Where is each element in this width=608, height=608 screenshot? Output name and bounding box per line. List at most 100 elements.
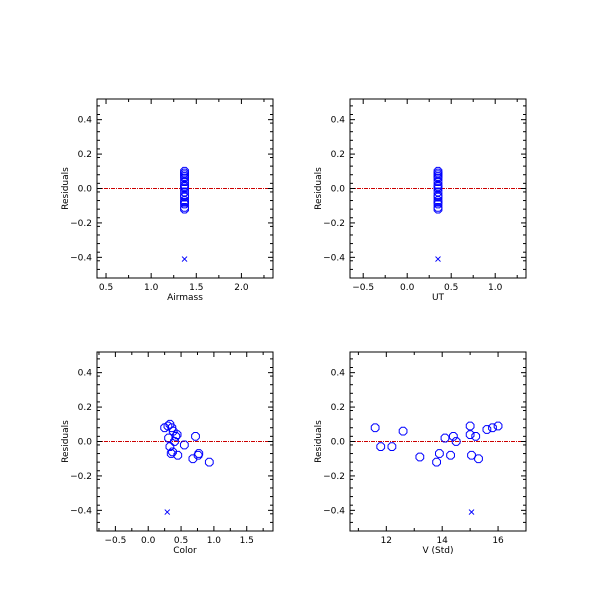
- data-point: [191, 431, 200, 441]
- y-tick-label: 0.4: [78, 116, 93, 126]
- y-tick-label: −0.2: [323, 219, 345, 229]
- x-axis-label: UT: [432, 293, 445, 303]
- data-point: [433, 170, 443, 180]
- chart-panel-4: −0.4 −0.2 0.0 0.2 0.4 12 14 16 V (Std) Residuals: [314, 351, 527, 556]
- data-point: [180, 184, 189, 193]
- y-tick-label: 0.4: [78, 369, 93, 379]
- data-point: [433, 187, 443, 197]
- data-point: [180, 173, 189, 183]
- chart-panel-1: −0.4 −0.2 0.0 0.2 0.4 0.5 1.0 1.5 2.0 Airmass Resi…: [61, 98, 274, 303]
- x-tick-label: 0.5: [444, 283, 458, 293]
- data-point: [180, 168, 189, 178]
- data-point: [433, 166, 443, 176]
- data-point: [370, 423, 380, 433]
- data-point: [433, 173, 443, 183]
- data-point: [173, 450, 183, 460]
- outlier-point: [468, 509, 475, 515]
- data-point: [180, 191, 189, 200]
- data-point: [165, 442, 175, 452]
- y-tick-label: 0.4: [331, 369, 346, 379]
- x-tick-label: 2.0: [234, 283, 249, 293]
- y-tick-label: 0.2: [78, 403, 92, 413]
- x-tick-label: 0.5: [174, 536, 188, 546]
- y-tick-label: −0.4: [323, 253, 345, 263]
- y-tick-label: −0.4: [70, 506, 92, 516]
- x-tick-label: 1.0: [207, 536, 222, 546]
- x-axis-label: Color: [173, 546, 197, 556]
- data-point: [171, 431, 181, 441]
- data-point: [488, 423, 497, 433]
- outlier-point: [181, 256, 188, 262]
- data-point: [387, 442, 397, 452]
- x-tick-label: 0.0: [400, 283, 415, 293]
- data-point: [180, 177, 189, 186]
- data-point: [167, 423, 177, 433]
- x-tick-label: −0.5: [352, 283, 374, 293]
- data-point: [433, 196, 443, 205]
- data-point: [493, 421, 503, 431]
- data-point: [435, 449, 444, 458]
- data-point: [180, 182, 189, 192]
- data-point: [467, 450, 476, 460]
- data-point: [433, 182, 443, 192]
- chart-panel-3: −0.4 −0.2 0.0 0.2 0.4 −0.5 0.0 0.5 1.0 1.5 Color Re…: [61, 351, 274, 556]
- data-point: [446, 450, 455, 460]
- data-point: [433, 203, 443, 212]
- data-point: [433, 204, 443, 214]
- y-axis-label: Residuals: [314, 167, 324, 210]
- y-tick-label: 0.4: [331, 116, 346, 126]
- x-tick-label: 14: [436, 536, 448, 546]
- data-point: [180, 166, 189, 176]
- chart-panel-2: −0.4 −0.2 0.0 0.2 0.4 −0.5 0.0 0.5 1.0 UT Residual…: [314, 98, 527, 303]
- data-point: [415, 452, 425, 462]
- data-point: [180, 197, 189, 207]
- x-tick-label: 0.0: [141, 536, 156, 546]
- data-point: [482, 425, 492, 434]
- y-tick-label: −0.2: [70, 219, 92, 229]
- y-tick-label: −0.4: [70, 253, 92, 263]
- x-tick-label: 16: [492, 536, 504, 546]
- data-point: [440, 433, 450, 443]
- y-tick-label: −0.4: [323, 506, 345, 516]
- y-tick-label: 0.2: [331, 403, 345, 413]
- data-point: [179, 440, 189, 450]
- x-tick-label: 1.5: [240, 536, 254, 546]
- data-point: [433, 199, 443, 209]
- data-point: [433, 184, 443, 193]
- data-point: [398, 426, 408, 436]
- data-point: [433, 197, 443, 207]
- outlier-point: [164, 509, 171, 515]
- data-point: [180, 204, 189, 214]
- data-point: [433, 177, 443, 186]
- x-axis-label: V (Std): [423, 546, 454, 556]
- y-tick-label: 0.0: [78, 185, 93, 195]
- data-point: [166, 449, 176, 458]
- data-point: [448, 431, 458, 441]
- x-tick-label: −0.5: [104, 536, 126, 546]
- data-point: [465, 421, 475, 431]
- data-point: [164, 433, 173, 443]
- data-point: [194, 449, 204, 458]
- data-point: [471, 431, 481, 441]
- data-point: [204, 457, 214, 467]
- data-point: [433, 168, 443, 178]
- y-tick-label: 0.2: [331, 150, 345, 160]
- data-point: [451, 437, 461, 446]
- data-point: [376, 442, 386, 452]
- data-point: [433, 192, 443, 202]
- y-tick-label: 0.2: [78, 150, 92, 160]
- data-point: [433, 180, 443, 190]
- data-point: [433, 191, 443, 200]
- data-point: [180, 199, 189, 209]
- y-axis-label: Residuals: [61, 167, 71, 210]
- data-point: [180, 172, 189, 181]
- x-axis-label: Airmass: [167, 293, 203, 303]
- x-tick-label: 1.0: [488, 283, 503, 293]
- x-tick-label: 1.0: [144, 283, 159, 293]
- y-axis-label: Residuals: [61, 420, 71, 463]
- y-tick-label: −0.2: [323, 472, 345, 482]
- data-point: [193, 450, 203, 460]
- data-point: [433, 172, 443, 181]
- data-point: [180, 196, 189, 205]
